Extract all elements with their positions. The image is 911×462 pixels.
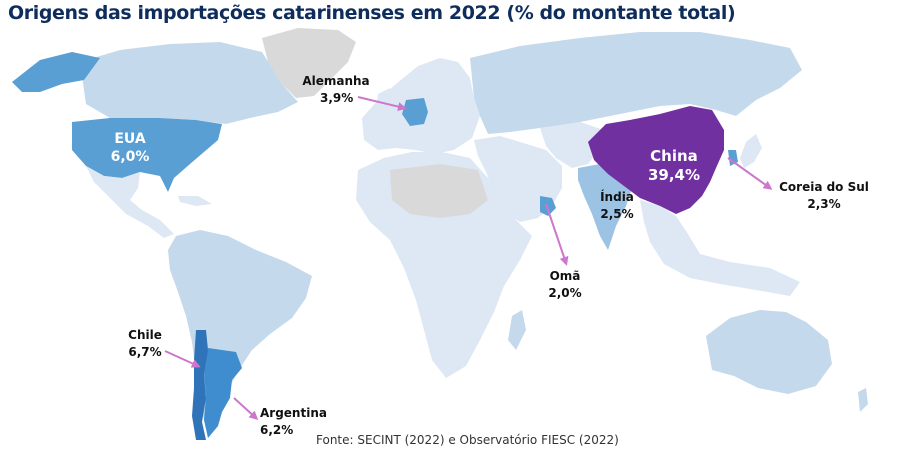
source-note: Fonte: SECINT (2022) e Observatório FIES… xyxy=(316,433,619,447)
china xyxy=(588,106,724,214)
label-oma-name: Omã xyxy=(549,269,581,283)
central-asia xyxy=(540,122,604,168)
south-america xyxy=(168,230,312,428)
sahara xyxy=(390,164,488,218)
label-chile-name: Chile xyxy=(128,328,162,342)
mexico xyxy=(86,166,174,238)
new-zealand xyxy=(858,388,868,412)
russia xyxy=(470,32,802,134)
chile xyxy=(192,330,208,440)
greenland xyxy=(262,28,356,98)
india xyxy=(578,164,632,250)
label-alemanha: Alemanha 3,9% xyxy=(294,73,378,107)
label-china-value: 39,4% xyxy=(647,166,701,184)
label-eua-name: EUA xyxy=(114,131,146,147)
label-oma-value: 2,0% xyxy=(548,286,582,300)
argentina xyxy=(204,348,242,438)
label-argentina-name: Argentina xyxy=(260,406,327,420)
oman xyxy=(540,196,556,216)
alaska xyxy=(12,52,100,92)
label-coreia-value: 2,3% xyxy=(807,197,841,211)
canada xyxy=(80,42,298,124)
label-india-value: 2,5% xyxy=(600,207,634,221)
label-argentina: Argentina 6,2% xyxy=(260,405,336,439)
japan xyxy=(740,134,762,168)
arrow-chile xyxy=(164,350,201,368)
arrow-coreia xyxy=(727,157,773,190)
usa xyxy=(72,118,222,192)
australia xyxy=(706,310,832,394)
germany xyxy=(402,98,428,126)
label-india: Índia 2,5% xyxy=(594,189,640,223)
uk xyxy=(376,88,394,112)
arrow-argentina xyxy=(233,397,259,421)
label-coreia-name: Coreia do Sul xyxy=(779,180,869,194)
label-india-name: Índia xyxy=(600,190,634,204)
label-argentina-value: 6,2% xyxy=(260,423,294,437)
label-chile: Chile 6,7% xyxy=(120,327,170,361)
label-china-name: China xyxy=(650,147,698,165)
arrow-oma xyxy=(545,203,569,266)
label-eua-value: 6,0% xyxy=(110,149,150,165)
label-alemanha-value: 3,9% xyxy=(320,91,354,105)
arrow-alemanha xyxy=(357,96,407,111)
label-chile-value: 6,7% xyxy=(128,345,162,359)
label-oma: Omã 2,0% xyxy=(538,268,592,302)
southeast-asia xyxy=(640,200,800,296)
label-coreia: Coreia do Sul 2,3% xyxy=(774,179,874,213)
label-eua: EUA 6,0% xyxy=(100,130,160,166)
map-title: Origens das importações catarinenses em … xyxy=(8,2,736,24)
madagascar xyxy=(508,310,526,350)
label-alemanha-name: Alemanha xyxy=(302,74,370,88)
caribbean xyxy=(178,196,212,206)
south-korea xyxy=(728,150,738,166)
africa xyxy=(356,152,532,378)
label-china: China 39,4% xyxy=(634,147,714,185)
